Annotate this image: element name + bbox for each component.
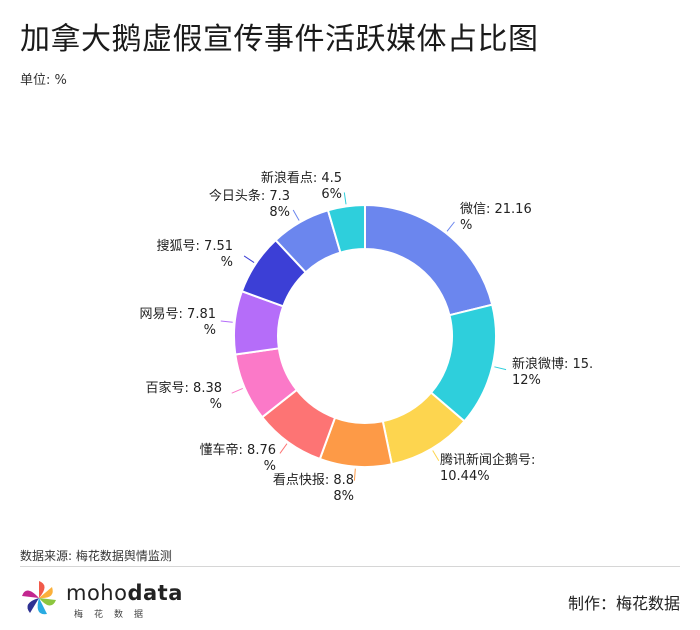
leader-line-微信: [446, 221, 455, 232]
logo-subtitle: 梅花数据: [74, 610, 155, 620]
label-搜狐号: 搜狐号: 7.51%: [157, 239, 233, 270]
donut-slices: [233, 203, 497, 468]
leader-line-懂车帝: [279, 443, 288, 454]
leader-line-百家号: [231, 387, 243, 394]
label-百家号: 百家号: 8.38%: [146, 380, 222, 412]
mohodata-logo: mohodata 梅花数据: [20, 579, 182, 620]
label-腾讯新闻企鹅号: 腾讯新闻企鹅号: 10.44%: [440, 452, 535, 484]
donut-chart: 微信: 21.16 % 新浪微博: 15. 12% 腾讯新闻企鹅号: 10.44% 看点快报…: [140, 170, 594, 504]
footer-divider: [20, 566, 680, 567]
slice-labels: 微信: 21.16 % 新浪微博: 15. 12% 腾讯新闻企鹅号: 10.44% 看点快报…: [140, 170, 594, 504]
label-新浪看点: 新浪看点: 4.5 6%: [261, 170, 342, 202]
unit-label: 单位: %: [20, 73, 67, 88]
label-新浪微博: 新浪微博: 15. 12%: [512, 356, 593, 388]
slice-微信: [364, 203, 494, 317]
leader-line-看点快报: [353, 468, 356, 481]
pinwheel-logo-icon: [22, 581, 56, 615]
slice-新浪看点: [326, 203, 366, 254]
leader-line-今日头条: [292, 209, 300, 221]
leader-line-新浪看点: [343, 192, 347, 205]
label-看点快报: 看点快报: 8.8 8%: [273, 472, 354, 504]
label-网易号: 网易号: 7.81%: [140, 307, 216, 338]
label-今日头条: 今日头条: 7.3 8%: [209, 188, 290, 220]
leader-line-腾讯新闻企鹅号: [432, 450, 440, 462]
chart-title: 加拿大鹅虚假宣传事件活跃媒体占比图: [20, 22, 539, 57]
maker-credit: 制作：梅花数据: [567, 594, 680, 613]
label-微信: 微信: 21.16%: [460, 202, 532, 233]
leader-line-搜狐号: [243, 255, 255, 264]
data-source: 数据来源: 梅花数据舆情监测: [20, 549, 172, 563]
leader-line-新浪微博: [494, 366, 507, 371]
logo-wordmark: mohodata: [66, 581, 183, 605]
label-懂车帝: 懂车帝: 8.76%: [200, 442, 276, 474]
leader-line-网易号: [220, 320, 233, 323]
